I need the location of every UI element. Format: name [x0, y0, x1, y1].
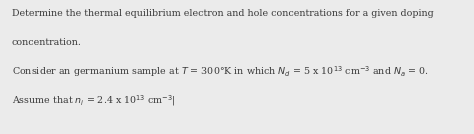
Text: concentration.: concentration. — [12, 38, 82, 46]
Text: Assume that $\mathit{n_i}$ = 2.4 x 10$^{13}$ cm$^{-3}$|: Assume that $\mathit{n_i}$ = 2.4 x 10$^{… — [12, 94, 176, 108]
Text: Consider an germanium sample at $\mathit{T}$ = 300°K in which $\mathit{N_d}$ = 5: Consider an germanium sample at $\mathit… — [12, 64, 428, 79]
Text: Determine the thermal equilibrium electron and hole concentrations for a given d: Determine the thermal equilibrium electr… — [12, 9, 434, 18]
